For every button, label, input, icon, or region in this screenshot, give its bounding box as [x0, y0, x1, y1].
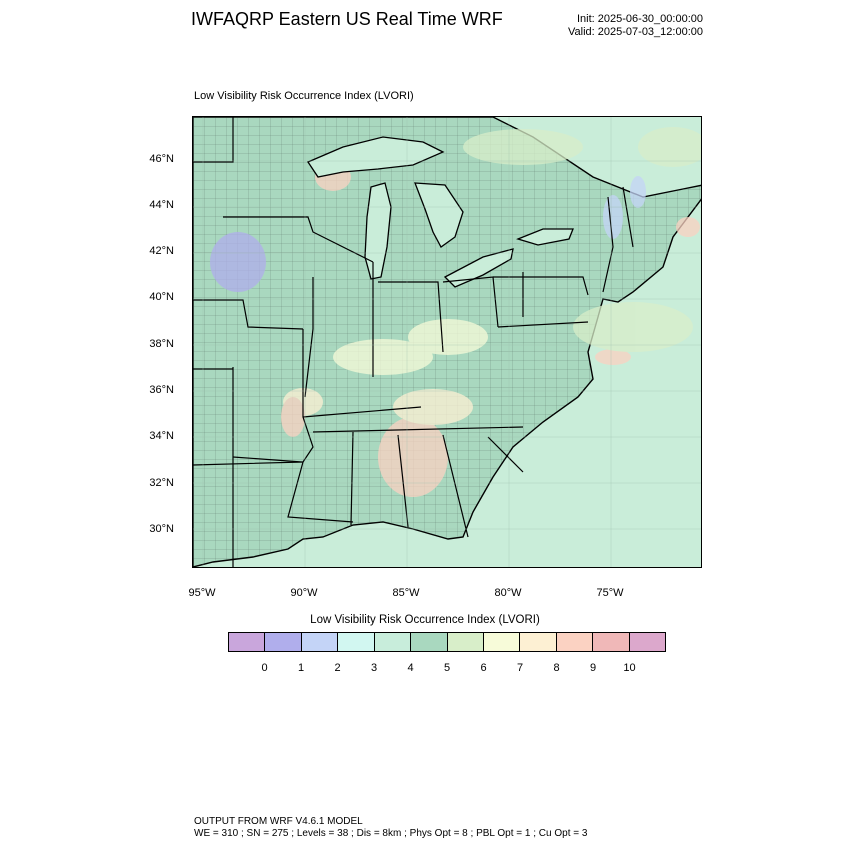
colorbar-label-7: 7 — [516, 662, 524, 674]
colorbar-box-7 — [483, 633, 521, 651]
lake-superior — [307, 136, 445, 178]
graticule — [193, 117, 701, 567]
lat-label-32n: 32°N — [149, 477, 174, 489]
lake-huron — [414, 182, 464, 248]
lat-label-38n: 38°N — [149, 338, 174, 350]
valid-time: Valid: 2025-07-03_12:00:00 — [568, 26, 703, 38]
colorbar-label-10: 10 — [623, 662, 636, 674]
footer-config-line: WE = 310 ; SN = 275 ; Levels = 38 ; Dis … — [194, 828, 588, 839]
map-panel — [192, 116, 702, 568]
colorbar-box-3 — [338, 633, 375, 651]
colorbar-box-1 — [265, 633, 302, 651]
lake-ontario — [516, 228, 574, 246]
lat-label-30n: 30°N — [149, 523, 174, 535]
colorbar-box-11 — [629, 633, 666, 651]
legend-title: Low Visibility Risk Occurrence Index (LV… — [310, 614, 540, 626]
colorbar-label-0: 0 — [261, 662, 268, 674]
lake-erie — [443, 248, 514, 288]
colorbar-label-5: 5 — [443, 662, 451, 674]
colorbar-label-8: 8 — [553, 662, 560, 674]
colorbar-label-3: 3 — [370, 662, 378, 674]
colorbar-box-9 — [556, 633, 594, 651]
init-time: Init: 2025-06-30_00:00:00 — [577, 13, 703, 25]
state-boundaries — [193, 117, 634, 567]
lat-label-46n: 46°N — [149, 153, 174, 165]
lat-label-42n: 42°N — [149, 245, 174, 257]
footer-model-line: OUTPUT FROM WRF V4.6.1 MODEL — [194, 816, 363, 827]
lat-label-40n: 40°N — [149, 291, 174, 303]
lon-label-90w: 90°W — [290, 587, 318, 599]
lon-label-95w: 95°W — [188, 587, 216, 599]
lon-label-85w: 85°W — [392, 587, 420, 599]
colorbar — [228, 632, 666, 652]
great-lakes — [307, 136, 574, 288]
run-info: Init: 2025-06-30_00:00:00 Valid: 2025-07… — [520, 13, 703, 39]
colorbar-label-1: 1 — [297, 662, 305, 674]
colorbar-label-6: 6 — [480, 662, 487, 674]
colorbar-box-10 — [593, 633, 630, 651]
lat-label-34n: 34°N — [149, 430, 174, 442]
colorbar-label-4: 4 — [407, 662, 414, 674]
lon-label-80w: 80°W — [494, 587, 522, 599]
colorbar-box-2 — [301, 633, 339, 651]
lat-label-36n: 36°N — [149, 384, 174, 396]
model-footer: OUTPUT FROM WRF V4.6.1 MODEL WE = 310 ; … — [194, 816, 587, 840]
colorbar-label-2: 2 — [334, 662, 341, 674]
colorbar-box-4 — [374, 633, 412, 651]
map-subtitle: Low Visibility Risk Occurrence Index (LV… — [194, 90, 414, 102]
lvori-map — [193, 117, 701, 567]
page-title: IWFAQRP Eastern US Real Time WRF — [191, 9, 503, 29]
colorbar-label-9: 9 — [589, 662, 597, 674]
colorbar-box-0 — [229, 633, 266, 651]
colorbar-box-8 — [520, 633, 557, 651]
colorbar-box-5 — [411, 633, 448, 651]
lon-label-75w: 75°W — [596, 587, 624, 599]
colorbar-box-6 — [447, 633, 484, 651]
lat-label-44n: 44°N — [149, 199, 174, 211]
